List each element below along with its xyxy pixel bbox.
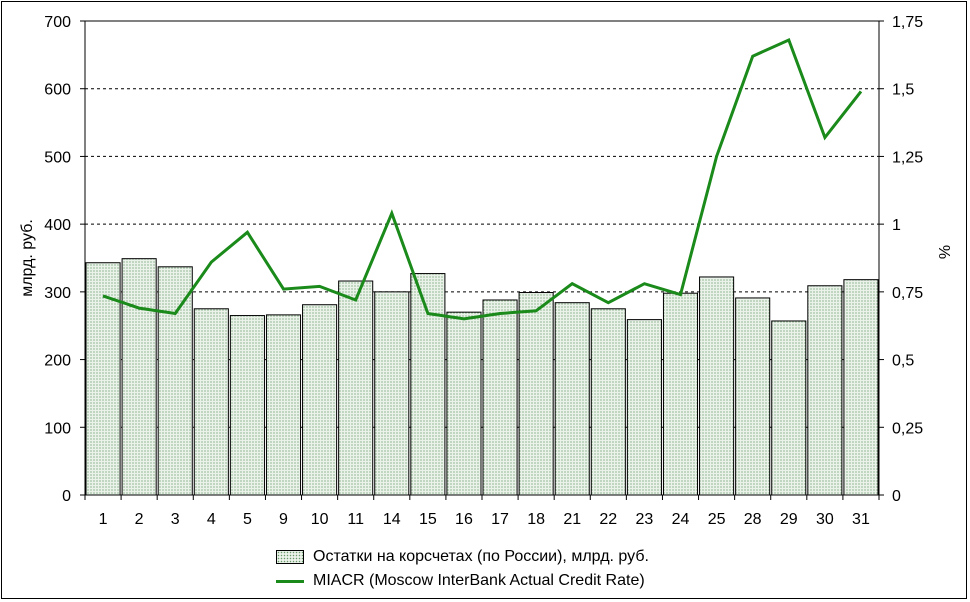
x-tick-label: 21 xyxy=(563,511,581,528)
bar xyxy=(157,266,193,496)
right-axis-ticks: 0 0,25 0,5 0,75 1 1,25 1,5 1,75 xyxy=(879,14,923,505)
bar xyxy=(410,273,446,496)
x-tick-label: 17 xyxy=(491,511,509,528)
legend-label-line: MIACR (Moscow InterBank Actual Credit Ra… xyxy=(313,572,645,589)
bar xyxy=(265,314,302,496)
bar xyxy=(482,299,518,496)
legend-item-line: MIACR (Moscow InterBank Actual Credit Ra… xyxy=(276,569,649,593)
y-axis-label-left: млрд. руб. xyxy=(19,219,36,297)
bar xyxy=(843,279,879,496)
x-tick-label: 2 xyxy=(135,511,144,528)
line-path xyxy=(102,37,863,321)
x-tick-label: 11 xyxy=(347,511,364,528)
bar xyxy=(338,280,374,496)
bar xyxy=(699,276,735,496)
x-tick-label: 28 xyxy=(744,511,762,528)
right-tick-label: 0,5 xyxy=(892,353,914,370)
right-tick-label: 1,25 xyxy=(892,149,923,166)
legend: Остатки на корсчетах (по России), млрд. … xyxy=(276,545,649,593)
legend-label-bars: Остатки на корсчетах (по России), млрд. … xyxy=(313,548,649,565)
x-tick-label: 18 xyxy=(527,511,545,528)
x-tick-label: 31 xyxy=(852,511,870,528)
bar xyxy=(807,285,843,496)
x-tick-label: 3 xyxy=(171,511,180,528)
x-tick-label: 30 xyxy=(816,511,834,528)
legend-swatch-line xyxy=(276,579,304,583)
bar xyxy=(302,304,338,496)
x-tick-label: 15 xyxy=(419,511,437,528)
right-tick-label: 1 xyxy=(892,217,901,234)
bar xyxy=(193,308,229,496)
bar xyxy=(518,292,554,496)
y-axis-label-right: % xyxy=(937,245,954,259)
left-tick-label: 0 xyxy=(62,488,71,505)
bar xyxy=(374,291,410,496)
right-tick-label: 1,5 xyxy=(892,82,914,99)
x-tick-label: 23 xyxy=(636,511,654,528)
line-series xyxy=(102,37,863,321)
bar xyxy=(662,292,699,496)
right-tick-label: 0,75 xyxy=(892,285,923,302)
bar xyxy=(626,319,662,496)
x-tick-label: 16 xyxy=(455,511,473,528)
left-tick-label: 200 xyxy=(44,353,71,370)
left-tick-label: 700 xyxy=(44,14,71,31)
x-tick-label: 29 xyxy=(780,511,798,528)
x-tick-label: 5 xyxy=(243,511,252,528)
bar-series xyxy=(85,258,879,496)
x-tick-label: 14 xyxy=(383,511,401,528)
right-tick-label: 0 xyxy=(892,488,901,505)
x-axis-ticks: 1 2 3 4 5 9 10 11 14 15 16 17 18 21 22 23 24 25 28 29 30 31 xyxy=(84,495,880,528)
bar xyxy=(554,302,590,496)
x-tick-label: 22 xyxy=(599,511,617,528)
x-tick-label: 10 xyxy=(311,511,329,528)
right-tick-label: 0,25 xyxy=(892,420,923,437)
right-tick-label: 1,75 xyxy=(892,14,923,31)
left-tick-label: 500 xyxy=(44,149,71,166)
legend-swatch-bars xyxy=(276,550,304,564)
legend-item-bars: Остатки на корсчетах (по России), млрд. … xyxy=(276,545,649,569)
x-tick-label: 25 xyxy=(708,511,726,528)
bar xyxy=(590,308,626,496)
bar xyxy=(85,262,121,496)
bar xyxy=(771,320,807,496)
bar xyxy=(121,258,157,496)
left-tick-label: 600 xyxy=(44,82,71,99)
left-tick-label: 400 xyxy=(44,217,71,234)
left-tick-label: 100 xyxy=(44,420,71,437)
bar xyxy=(446,311,482,496)
bar xyxy=(229,315,265,496)
x-tick-label: 24 xyxy=(672,511,690,528)
x-tick-label: 4 xyxy=(207,511,216,528)
x-tick-label: 9 xyxy=(279,511,288,528)
x-tick-label: 1 xyxy=(99,511,108,528)
bar xyxy=(735,297,771,496)
left-tick-label: 300 xyxy=(44,285,71,302)
left-axis-ticks: 0 100 200 300 400 500 600 700 xyxy=(44,14,85,505)
